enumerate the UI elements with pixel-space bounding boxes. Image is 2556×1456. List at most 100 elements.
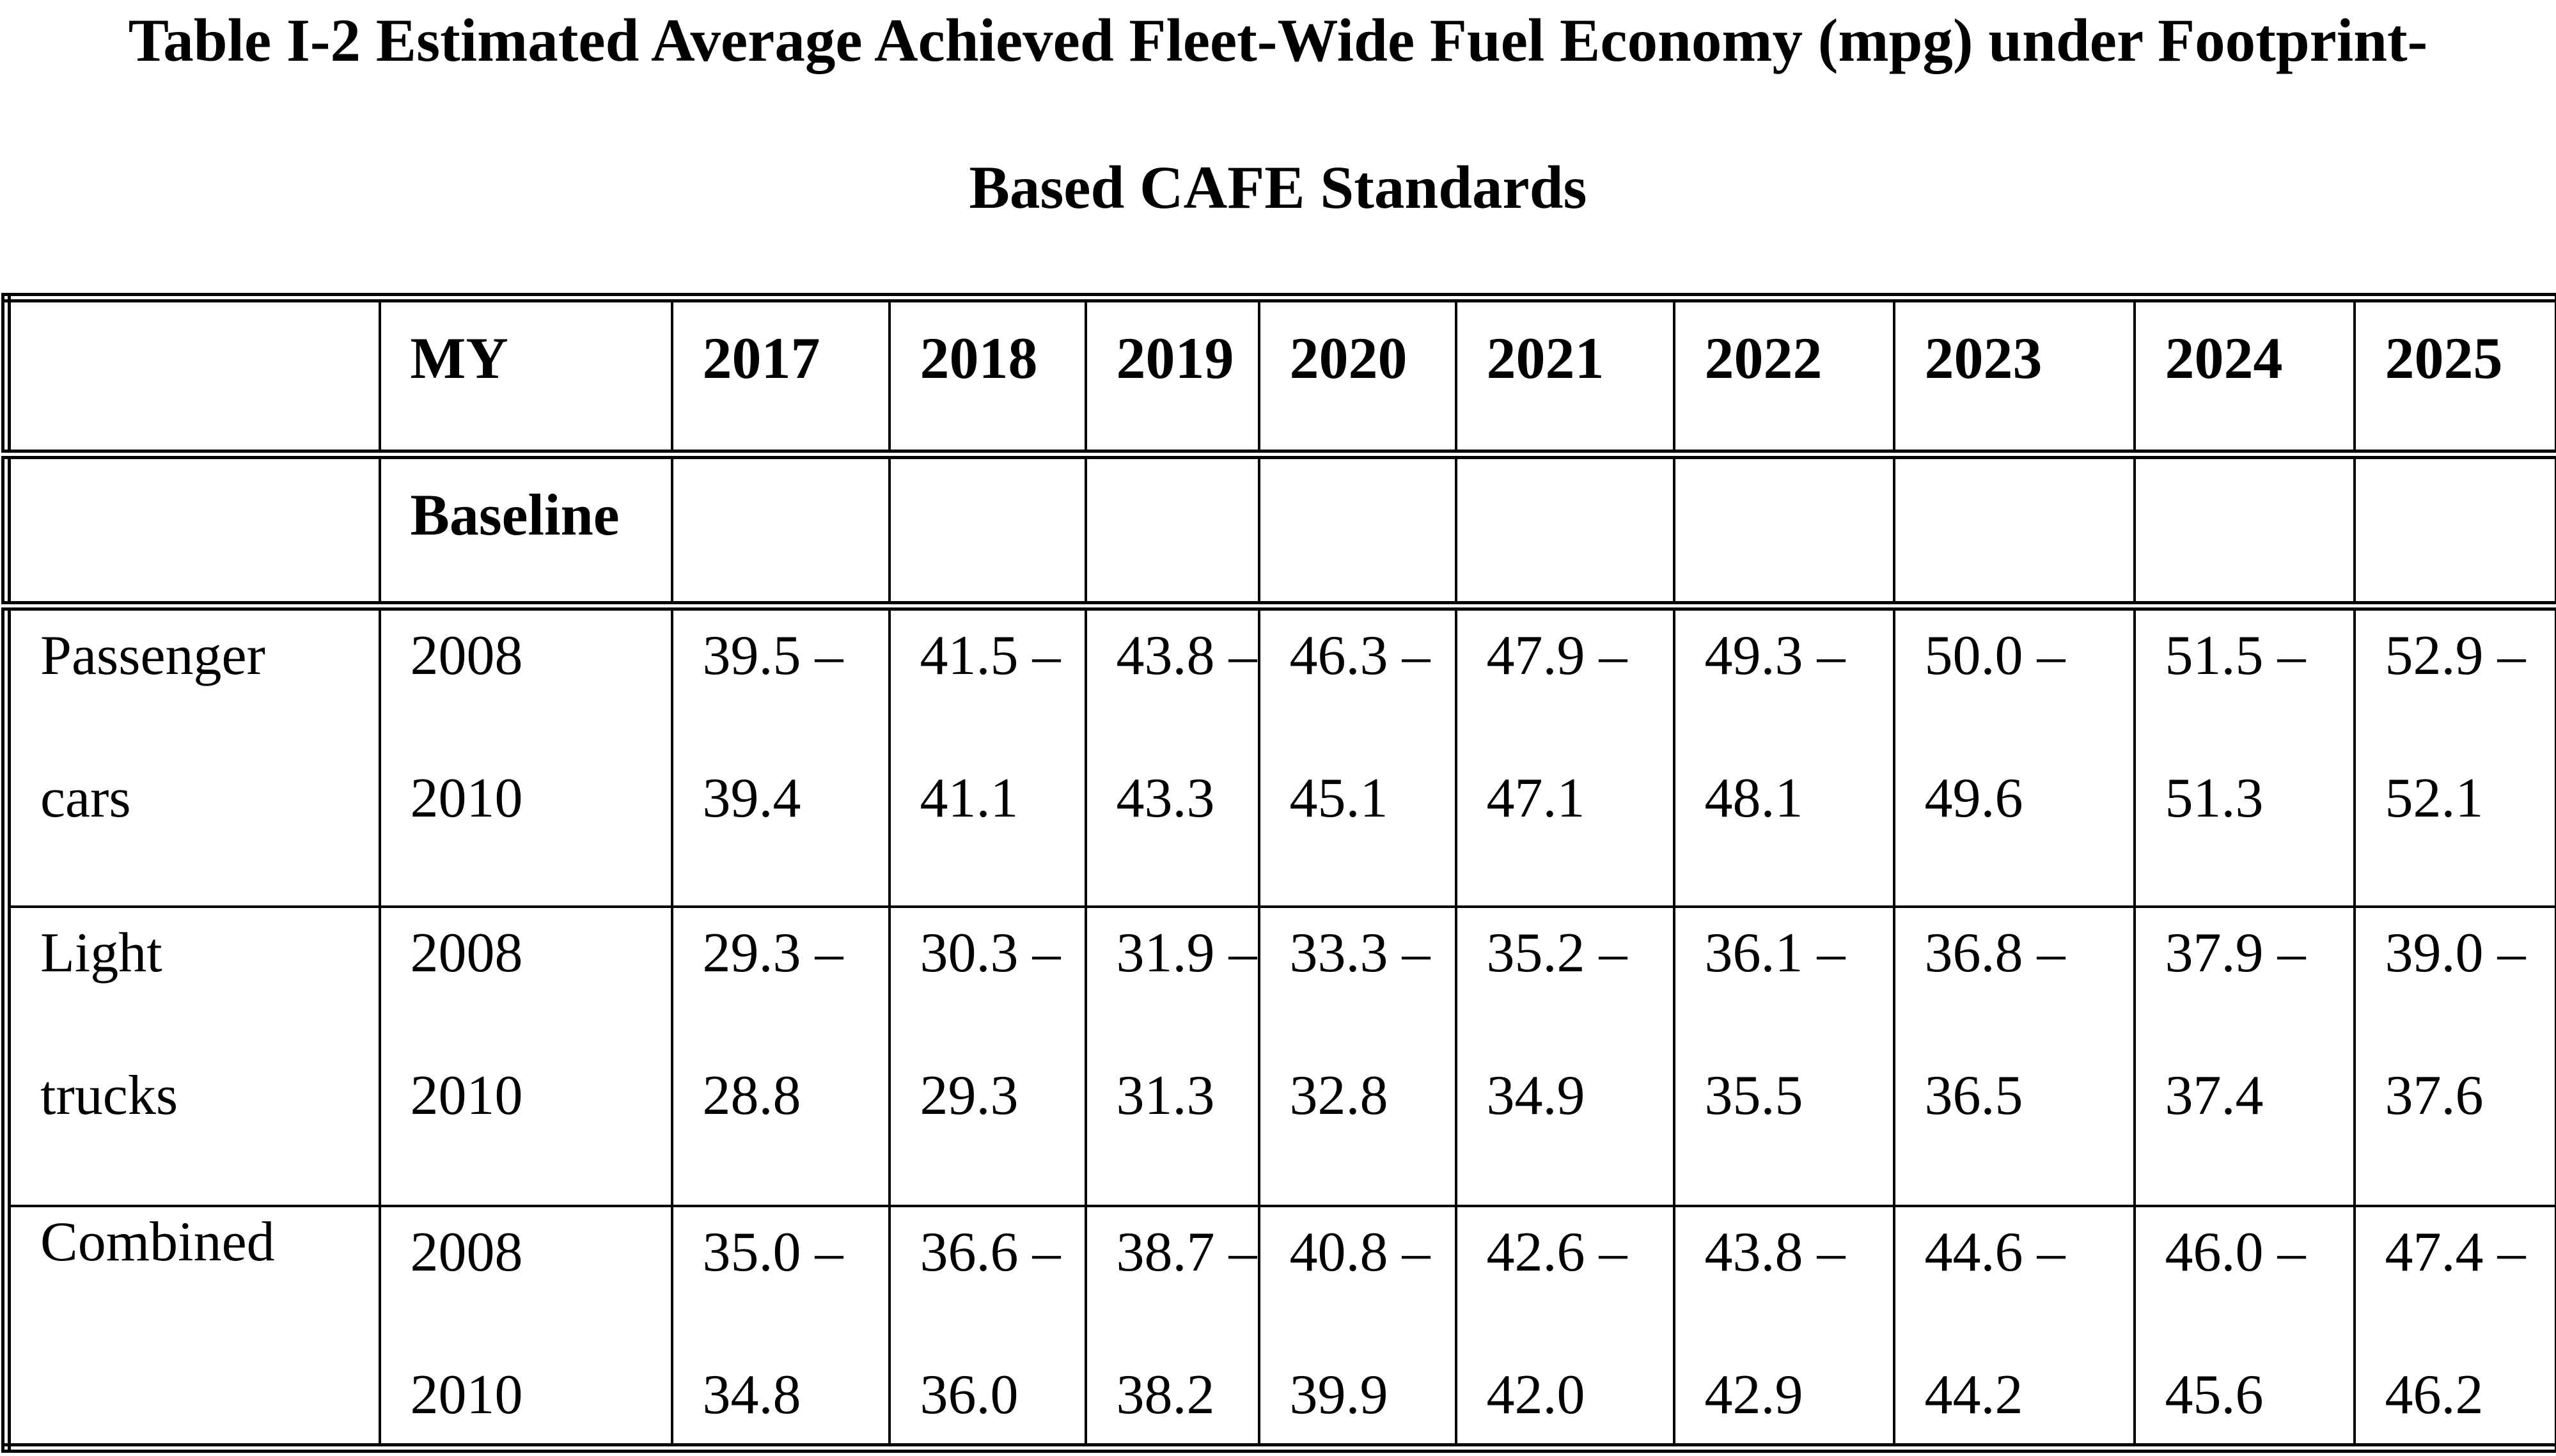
value-range-end: 42.0 (1486, 1364, 1585, 1426)
model-year-line-2: 2010 (410, 1065, 523, 1127)
value-range-end: 44.2 (1924, 1364, 2023, 1426)
value-cell: 40.8 – 39.9 (1257, 1205, 1457, 1450)
my-header-cell: MY (378, 296, 673, 459)
value-range-start: 51.5 – (2165, 625, 2306, 687)
value-range-start: 49.3 – (1704, 625, 1846, 687)
model-year-line-2: 2010 (410, 1364, 523, 1426)
empty-cell (1672, 453, 1895, 611)
value-range-end: 29.3 (920, 1065, 1019, 1127)
value-range-start: 50.0 – (1924, 625, 2066, 687)
year-header-cell: 2018 (888, 296, 1087, 459)
baseline-header-cell: Baseline (378, 453, 673, 611)
value-range-end: 52.1 (2385, 767, 2484, 829)
year-header-cell: 2020 (1257, 296, 1457, 459)
value-cell: 36.1 – 35.5 (1672, 905, 1895, 1207)
value-cell: 35.0 – 34.8 (670, 1205, 891, 1450)
model-year-line-1: 2008 (410, 625, 523, 687)
value-cell: 36.6 – 36.0 (888, 1205, 1087, 1450)
year-header-cell: 2017 (670, 296, 891, 459)
value-range-start: 46.3 – (1289, 625, 1431, 687)
empty-cell (2133, 453, 2356, 611)
value-range-start: 38.7 – (1116, 1221, 1257, 1283)
value-cell: 35.2 – 34.9 (1454, 905, 1675, 1207)
data-row-combined: Combined 2008 2010 35.0 – 34.8 36.6 – 36… (4, 1205, 2556, 1450)
year-header-label: 2018 (920, 325, 1038, 391)
value-cell: 47.9 – 47.1 (1454, 604, 1675, 908)
row-label-cell: Light trucks (4, 905, 381, 1207)
model-year-cell: 2008 2010 (378, 1205, 673, 1450)
value-cell: 30.3 – 29.3 (888, 905, 1087, 1207)
year-header-label: 2021 (1486, 325, 1604, 391)
data-row-light-trucks: Light trucks 2008 2010 29.3 – 28.8 30.3 … (4, 905, 2556, 1207)
row-label-line-2: trucks (40, 1065, 178, 1127)
value-cell: 37.9 – 37.4 (2133, 905, 2356, 1207)
value-cell: 31.9 – 31.3 (1084, 905, 1260, 1207)
value-range-start: 41.5 – (920, 625, 1061, 687)
value-cell: 49.3 – 48.1 (1672, 604, 1895, 908)
value-range-end: 43.3 (1116, 767, 1215, 829)
value-cell: 36.8 – 36.5 (1892, 905, 2136, 1207)
value-range-end: 45.6 (2165, 1364, 2264, 1426)
value-range-start: 35.0 – (702, 1221, 843, 1283)
value-range-start: 33.3 – (1289, 922, 1431, 984)
value-cell: 50.0 – 49.6 (1892, 604, 2136, 908)
year-header-cell: 2021 (1454, 296, 1675, 459)
value-range-end: 39.9 (1289, 1364, 1388, 1426)
empty-cell (670, 453, 891, 611)
year-header-cell: 2025 (2353, 296, 2556, 459)
corner-cell (4, 296, 381, 459)
value-range-start: 36.8 – (1924, 922, 2066, 984)
value-range-start: 31.9 – (1116, 922, 1257, 984)
value-range-end: 49.6 (1924, 767, 2023, 829)
value-range-end: 36.0 (920, 1364, 1019, 1426)
value-range-start: 40.8 – (1289, 1221, 1431, 1283)
value-range-start: 36.6 – (920, 1221, 1061, 1283)
value-cell: 46.0 – 45.6 (2133, 1205, 2356, 1450)
value-range-end: 47.1 (1486, 767, 1585, 829)
value-cell: 33.3 – 32.8 (1257, 905, 1457, 1207)
value-range-end: 48.1 (1704, 767, 1803, 829)
empty-cell (1892, 453, 2136, 611)
value-range-start: 42.6 – (1486, 1221, 1627, 1283)
value-range-end: 37.6 (2385, 1065, 2484, 1127)
table-title-line-2: Based CAFE Standards (969, 153, 1587, 221)
year-header-label: 2023 (1924, 325, 2042, 391)
value-cell: 39.0 – 37.6 (2353, 905, 2556, 1207)
year-header-label: 2025 (2385, 325, 2503, 391)
value-cell: 39.5 – 39.4 (670, 604, 891, 908)
value-range-end: 34.9 (1486, 1065, 1585, 1127)
baseline-header-label: Baseline (410, 482, 620, 547)
header-row-baseline: Baseline (4, 453, 2556, 611)
year-header-label: 2020 (1289, 325, 1407, 391)
value-cell: 52.9 – 52.1 (2353, 604, 2556, 908)
value-range-end: 32.8 (1289, 1065, 1388, 1127)
value-cell: 42.6 – 42.0 (1454, 1205, 1675, 1450)
model-year-line-1: 2008 (410, 922, 523, 984)
value-cell: 44.6 – 44.2 (1892, 1205, 2136, 1450)
value-cell: 47.4 – 46.2 (2353, 1205, 2556, 1450)
value-range-end: 42.9 (1704, 1364, 1803, 1426)
row-label-cell: Combined (4, 1205, 381, 1450)
header-row-years: MY 2017 2018 2019 2020 2021 2022 2023 20… (4, 296, 2556, 459)
value-cell: 38.7 – 38.2 (1084, 1205, 1260, 1450)
empty-cell (2353, 453, 2556, 611)
row-label-line-2: cars (40, 767, 131, 829)
value-cell: 46.3 – 45.1 (1257, 604, 1457, 908)
value-range-start: 30.3 – (920, 922, 1061, 984)
value-range-start: 44.6 – (1924, 1221, 2066, 1283)
empty-cell (4, 453, 381, 611)
model-year-line-1: 2008 (410, 1221, 523, 1283)
table-title-line-1: Table I-2 Estimated Average Achieved Fle… (128, 6, 2428, 74)
row-label-line-1: Passenger (40, 625, 265, 687)
value-range-end: 39.4 (702, 767, 801, 829)
row-label-line-1: Light (40, 922, 162, 984)
value-range-start: 39.0 – (2385, 922, 2526, 984)
model-year-line-2: 2010 (410, 767, 523, 829)
value-range-start: 36.1 – (1704, 922, 1846, 984)
value-range-start: 39.5 – (702, 625, 843, 687)
value-range-start: 35.2 – (1486, 922, 1627, 984)
model-year-cell: 2008 2010 (378, 905, 673, 1207)
value-cell: 51.5 – 51.3 (2133, 604, 2356, 908)
year-header-cell: 2019 (1084, 296, 1260, 459)
